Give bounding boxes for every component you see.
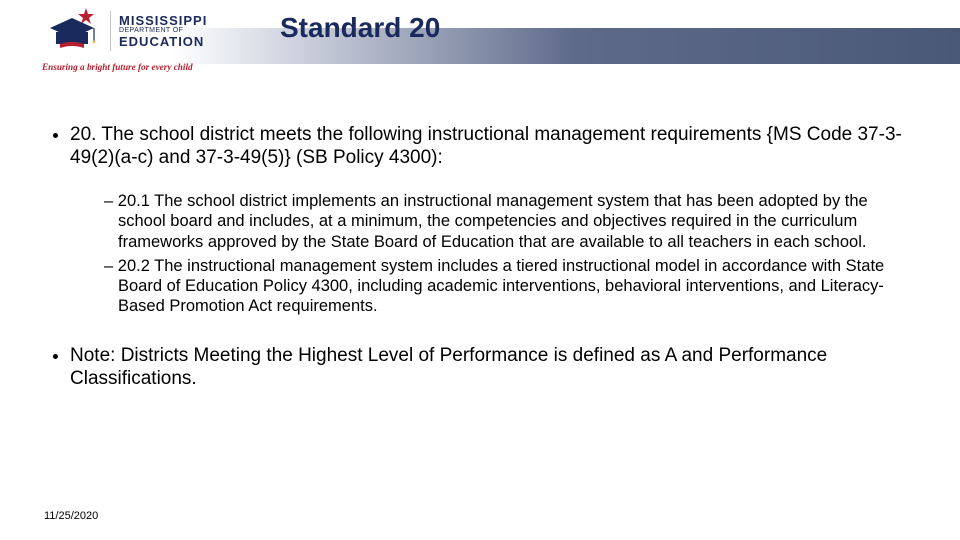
logo-icon <box>42 6 102 56</box>
note-bullet: Note: Districts Meeting the Highest Leve… <box>70 344 916 390</box>
logo-line-3: EDUCATION <box>119 35 207 49</box>
main-list: 20. The school district meets the follow… <box>44 123 916 390</box>
slide-title: Standard 20 <box>280 12 440 44</box>
logo-line-1: MISSISSIPPI <box>119 14 207 28</box>
logo-tagline: Ensuring a bright future for every child <box>42 62 272 72</box>
footer-date: 11/25/2020 <box>44 510 98 522</box>
sub-bullet-2: 20.2 The instructional management system… <box>104 256 916 316</box>
logo-block: MISSISSIPPI DEPARTMENT OF EDUCATION Ensu… <box>42 6 272 88</box>
logo-text: MISSISSIPPI DEPARTMENT OF EDUCATION <box>119 14 207 49</box>
sub-bullet-1: 20.1 The school district implements an i… <box>104 191 916 251</box>
slide-content: 20. The school district meets the follow… <box>0 95 960 390</box>
main-bullet: 20. The school district meets the follow… <box>70 123 916 316</box>
slide-header: MISSISSIPPI DEPARTMENT OF EDUCATION Ensu… <box>0 0 960 95</box>
main-bullet-text: 20. The school district meets the follow… <box>70 124 902 168</box>
sub-list: 20.1 The school district implements an i… <box>70 191 916 316</box>
logo-divider <box>110 11 111 51</box>
